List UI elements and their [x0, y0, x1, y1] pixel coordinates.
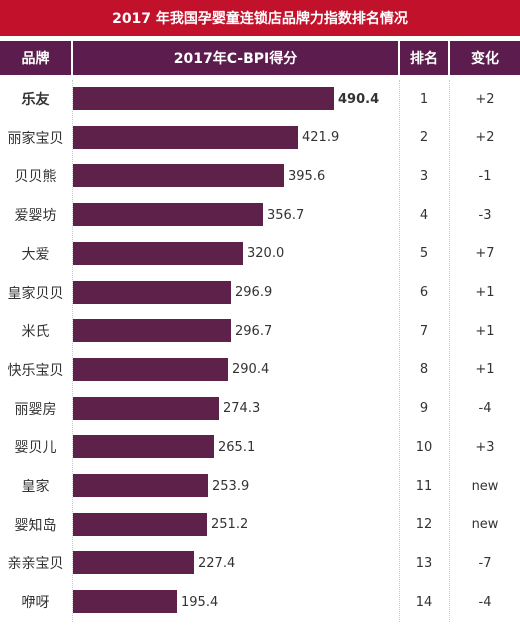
- table-row: 皇家 253.9 11 new: [0, 467, 520, 505]
- table-row: 丽家宝贝 421.9 2 +2: [0, 119, 520, 157]
- score-bar: [73, 396, 219, 420]
- brand-name: 丽婴房: [14, 401, 57, 418]
- table-row: 皇家贝贝 296.9 6 +1: [0, 274, 520, 312]
- table-row: 婴知岛 251.2 12 new: [0, 506, 520, 544]
- score-label: 195.4: [181, 594, 219, 610]
- table-row: 亲亲宝贝 227.4 13 -7: [0, 544, 520, 582]
- rank-change: -4: [478, 401, 492, 417]
- brand-name: 快乐宝贝: [7, 362, 64, 379]
- rank-value: 11: [415, 478, 433, 494]
- score-label: 395.6: [288, 168, 326, 184]
- brand-name: 乐友: [21, 92, 50, 108]
- score-bar: [73, 164, 284, 188]
- rank-value: 14: [415, 594, 433, 610]
- column-divider: [399, 80, 400, 622]
- score-bar: [73, 512, 207, 536]
- brand-name: 贝贝熊: [14, 169, 57, 186]
- table-row: 乐友 490.4 1 +2: [0, 80, 520, 118]
- brand-name: 丽家宝贝: [7, 130, 64, 147]
- table-row: 米氏 296.7 7 +1: [0, 312, 520, 350]
- brand-name: 咿呀: [21, 595, 50, 612]
- header-rank: 排名: [400, 41, 448, 75]
- chart-title: 2017 年我国孕婴童连锁店品牌力指数排名情况: [0, 0, 520, 36]
- score-bar: [73, 590, 177, 614]
- rank-change: +2: [475, 130, 495, 146]
- table-row: 快乐宝贝 290.4 8 +1: [0, 351, 520, 389]
- rank-change: +2: [475, 91, 495, 107]
- rank-value: 1: [419, 91, 429, 107]
- brand-name: 爱婴坊: [14, 208, 57, 225]
- rank-change: -1: [478, 168, 492, 184]
- brand-name: 米氏: [21, 324, 50, 341]
- table-row: 爱婴坊 356.7 4 -3: [0, 196, 520, 234]
- rank-change: new: [471, 478, 499, 494]
- rank-change: new: [471, 517, 499, 533]
- rank-change: +1: [475, 323, 495, 339]
- rank-value: 8: [419, 362, 429, 378]
- table-row: 大爱 320.0 5 +7: [0, 235, 520, 273]
- rank-value: 4: [419, 207, 429, 223]
- score-label: 490.4: [338, 91, 380, 107]
- table-row: 贝贝熊 395.6 3 -1: [0, 157, 520, 195]
- rank-change: +1: [475, 285, 495, 300]
- table-row: 丽婴房 274.3 9 -4: [0, 390, 520, 428]
- rank-value: 13: [415, 555, 433, 571]
- rank-value: 6: [419, 285, 429, 300]
- rank-value: 7: [419, 323, 429, 339]
- rank-change: -7: [478, 555, 492, 571]
- rank-value: 2: [419, 130, 429, 146]
- score-label: 320.0: [247, 246, 285, 262]
- brand-name: 婴贝儿: [14, 440, 57, 457]
- table-row: 咿呀 195.4 14 -4: [0, 583, 520, 621]
- rank-value: 3: [419, 168, 429, 184]
- score-label: 265.1: [218, 439, 256, 455]
- brand-name: 婴知岛: [14, 517, 57, 534]
- brand-name: 亲亲宝贝: [7, 556, 64, 573]
- score-label: 253.9: [212, 478, 250, 494]
- score-bar: [73, 357, 228, 381]
- rank-change: -4: [478, 594, 492, 610]
- score-label: 227.4: [198, 555, 236, 571]
- rank-value: 5: [419, 246, 429, 262]
- score-label: 296.9: [235, 285, 273, 300]
- score-label: 251.2: [211, 517, 249, 533]
- rank-change: -3: [478, 207, 492, 223]
- rank-value: 10: [415, 439, 433, 455]
- score-bar: [73, 280, 231, 304]
- score-bar: [73, 319, 231, 343]
- score-label: 274.3: [223, 401, 261, 417]
- score-label: 296.7: [235, 323, 273, 339]
- header-change: 变化: [450, 41, 520, 75]
- column-divider: [449, 80, 450, 622]
- rank-value: 12: [415, 517, 433, 533]
- score-label: 356.7: [267, 207, 305, 223]
- header-brand: 品牌: [0, 41, 71, 75]
- score-bar: [73, 241, 243, 265]
- score-bar: [73, 474, 208, 497]
- brand-name: 皇家: [21, 479, 50, 495]
- table-row: 婴贝儿 265.1 10 +3: [0, 428, 520, 466]
- score-bar: [73, 551, 194, 575]
- rank-change: +1: [475, 362, 495, 378]
- score-label: 290.4: [232, 362, 270, 378]
- score-label: 421.9: [302, 130, 340, 146]
- brand-name: 大爱: [21, 246, 50, 263]
- column-divider: [72, 80, 73, 622]
- score-bar: [73, 87, 334, 110]
- score-bar: [73, 435, 214, 459]
- rank-value: 9: [419, 401, 429, 417]
- score-bar: [73, 125, 298, 149]
- score-bar: [73, 203, 263, 227]
- brand-name: 皇家贝贝: [7, 285, 64, 302]
- header-score: 2017年C-BPI得分: [73, 41, 398, 75]
- table-header: 品牌 2017年C-BPI得分 排名 变化: [0, 41, 520, 75]
- rank-change: +3: [475, 439, 495, 455]
- rank-change: +7: [475, 246, 495, 262]
